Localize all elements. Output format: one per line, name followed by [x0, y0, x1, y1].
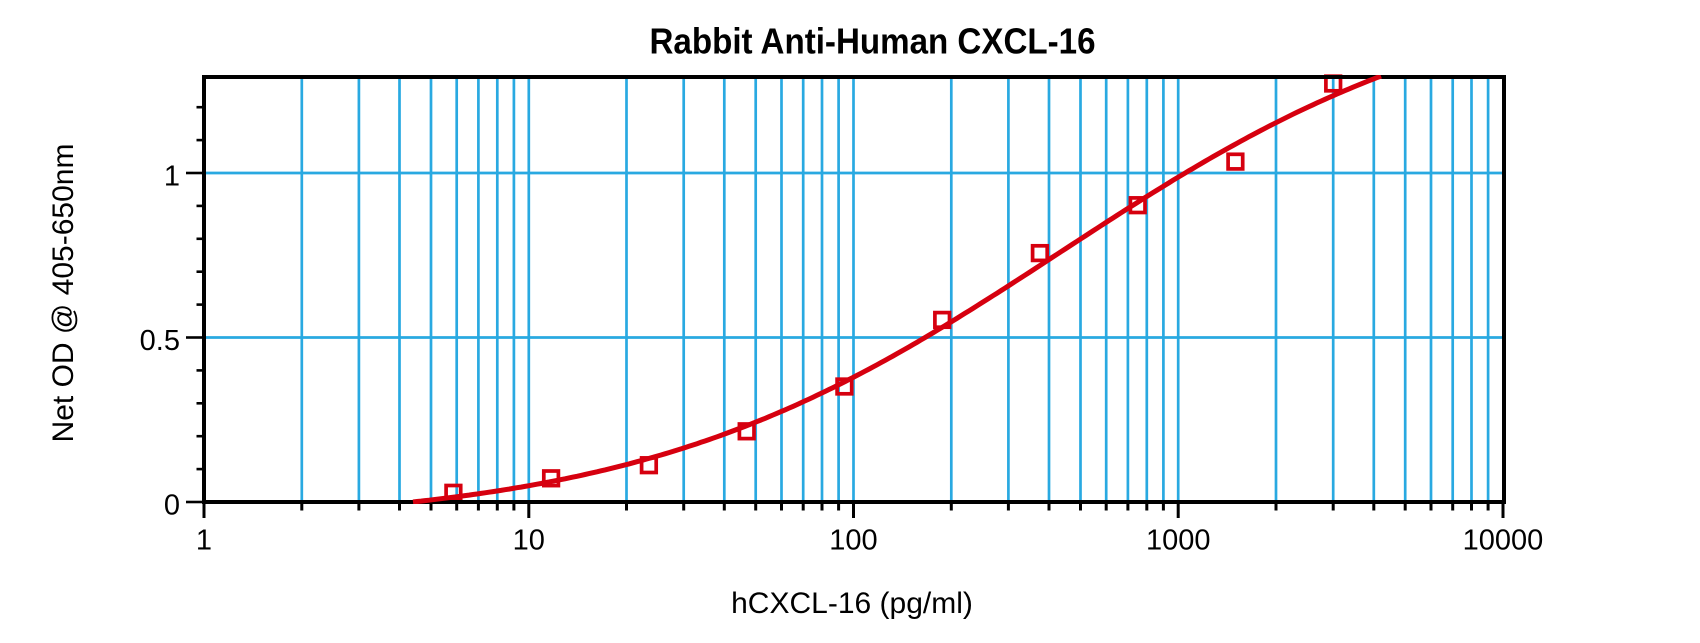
- svg-text:hCXCL-16 (pg/ml): hCXCL-16 (pg/ml): [731, 587, 973, 620]
- svg-text:1: 1: [196, 525, 212, 557]
- svg-text:Net OD @ 405-650nm: Net OD @ 405-650nm: [47, 144, 80, 443]
- svg-text:0: 0: [164, 490, 180, 522]
- svg-text:10000: 10000: [1463, 525, 1544, 557]
- svg-text:0.5: 0.5: [140, 325, 180, 357]
- svg-text:1: 1: [164, 161, 180, 193]
- svg-text:10: 10: [513, 525, 545, 557]
- svg-text:100: 100: [829, 525, 877, 557]
- svg-text:1000: 1000: [1146, 525, 1211, 557]
- svg-text:Rabbit Anti-Human CXCL-16: Rabbit Anti-Human CXCL-16: [650, 21, 1096, 62]
